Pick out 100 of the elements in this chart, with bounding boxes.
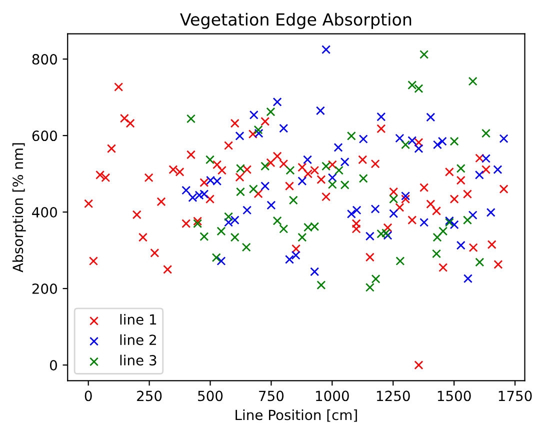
legend-label: line 2	[120, 334, 156, 346]
point	[438, 226, 448, 236]
point	[260, 182, 270, 191]
point	[260, 162, 270, 171]
point	[352, 206, 362, 215]
point	[236, 187, 245, 196]
point	[389, 194, 398, 204]
point	[248, 184, 258, 194]
y-tick-label: 0	[50, 360, 57, 370]
point	[316, 280, 326, 290]
point	[482, 154, 491, 164]
point	[450, 136, 459, 146]
x-tick-label: 1250	[376, 390, 410, 402]
x-tick-label: 1000	[316, 390, 349, 402]
point	[346, 131, 356, 140]
point	[310, 267, 320, 276]
point	[395, 134, 404, 143]
point	[396, 256, 405, 266]
point	[499, 134, 508, 144]
point	[322, 162, 331, 171]
point	[456, 240, 466, 250]
y-axis-title: Absorption [% nm]	[12, 143, 26, 272]
point	[216, 256, 226, 266]
point	[249, 110, 258, 120]
x-tick-label: 750	[259, 390, 284, 402]
y-tick-label: 600	[32, 130, 57, 142]
point	[468, 76, 478, 86]
point	[186, 114, 196, 124]
chart-title: Vegetation Edge Absorption	[180, 12, 412, 29]
point	[298, 232, 307, 242]
x-tick-label: 1500	[438, 390, 471, 402]
point	[266, 107, 276, 116]
point	[266, 200, 276, 210]
point	[340, 180, 350, 190]
point	[334, 142, 343, 152]
point	[288, 196, 298, 205]
legend-label: line 1	[120, 314, 156, 325]
point	[216, 226, 226, 236]
point	[286, 166, 295, 175]
point	[414, 84, 424, 94]
point	[475, 258, 484, 267]
point	[340, 157, 350, 166]
point	[272, 216, 282, 226]
point	[432, 249, 442, 258]
point	[408, 80, 417, 90]
legend-label: line 3	[120, 354, 156, 366]
y-tick-label: 400	[32, 207, 57, 218]
point	[438, 136, 447, 146]
x-tick-label: 250	[137, 390, 162, 402]
point	[328, 180, 337, 190]
point	[224, 212, 234, 222]
point	[242, 242, 251, 252]
point	[316, 106, 325, 116]
point	[420, 50, 429, 59]
point	[200, 232, 209, 242]
point	[408, 136, 417, 146]
x-axis-title: Line Position [cm]	[236, 409, 357, 422]
point	[426, 112, 436, 122]
point	[401, 140, 410, 150]
point	[450, 220, 459, 230]
point	[284, 254, 294, 264]
point	[358, 174, 368, 183]
point	[334, 166, 344, 175]
point	[212, 253, 221, 262]
point	[272, 97, 282, 106]
x-tick-label: 1750	[498, 390, 532, 402]
point	[462, 216, 472, 225]
point	[230, 232, 240, 242]
point	[358, 134, 368, 144]
point	[371, 274, 380, 284]
point	[206, 155, 215, 164]
point	[474, 170, 484, 180]
point	[486, 208, 496, 217]
point	[365, 282, 374, 292]
point	[322, 45, 331, 54]
point	[420, 218, 429, 227]
point	[389, 209, 398, 218]
x-tick-label: 500	[198, 390, 223, 402]
point	[235, 131, 244, 140]
point	[432, 140, 442, 150]
y-tick-label: 800	[32, 54, 57, 65]
point	[182, 186, 191, 195]
point	[432, 232, 442, 242]
point	[193, 219, 202, 228]
point	[456, 164, 466, 173]
point	[346, 209, 356, 218]
point	[463, 274, 472, 284]
point	[482, 128, 491, 138]
point	[303, 155, 312, 164]
point	[242, 206, 252, 215]
point	[298, 176, 307, 186]
point	[365, 232, 374, 241]
point	[370, 204, 380, 214]
point	[493, 165, 502, 174]
point	[468, 210, 478, 220]
point	[254, 128, 264, 138]
point	[291, 250, 300, 260]
point	[279, 224, 288, 234]
y-tick-label: 200	[32, 284, 57, 294]
point	[279, 124, 288, 133]
